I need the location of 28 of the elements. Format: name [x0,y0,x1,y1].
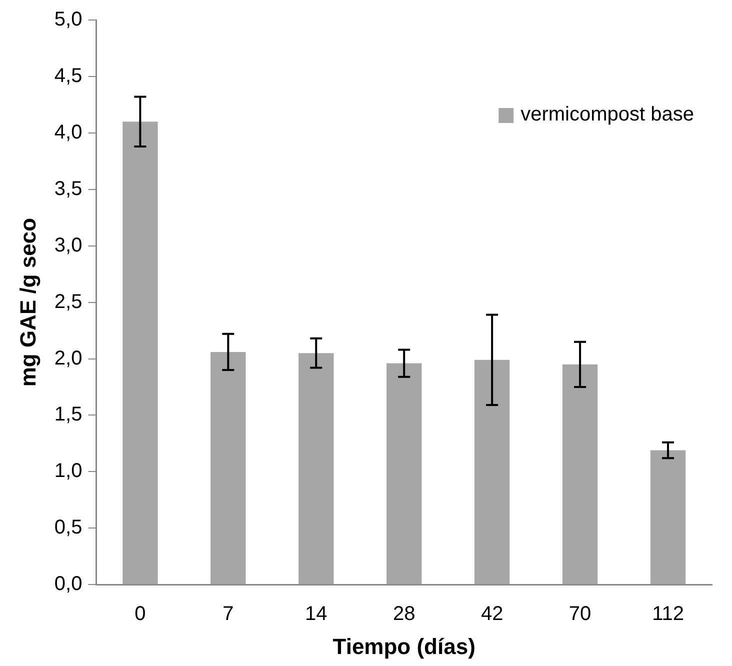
y-tick-label: 1,0 [54,460,82,482]
y-tick-label: 2,5 [54,290,82,313]
y-tick-label: 3,5 [54,178,82,200]
y-tick-label: 5,0 [54,8,82,31]
y-tick-label: 0,5 [54,516,82,539]
y-tick-label: 1,5 [54,404,82,426]
x-tick-label: 42 [480,603,504,626]
y-tick-label: 4,0 [54,121,82,144]
x-tick-label: 14 [305,603,328,626]
y-tick-label: 0,0 [54,573,82,596]
legend-label: vermicompost base [520,104,694,126]
bar [122,122,158,584]
bar [474,360,510,584]
x-tick-label: 0 [134,603,146,626]
bar [386,363,422,584]
x-tick-label: 112 [652,603,684,626]
bar [562,364,598,584]
y-tick-label: 4,5 [54,64,82,87]
x-tick-label: 7 [222,603,234,626]
y-tick-label: 2,0 [54,347,82,370]
x-axis-title: Tiempo (días) [332,634,476,659]
y-tick-label: 3,0 [54,234,82,256]
bar [298,353,334,584]
x-tick-label: 70 [568,603,592,626]
x-tick-label: 28 [392,603,416,626]
y-axis-title: mg GAE /g seco [15,218,40,387]
bar [210,352,246,584]
bar [650,450,686,584]
